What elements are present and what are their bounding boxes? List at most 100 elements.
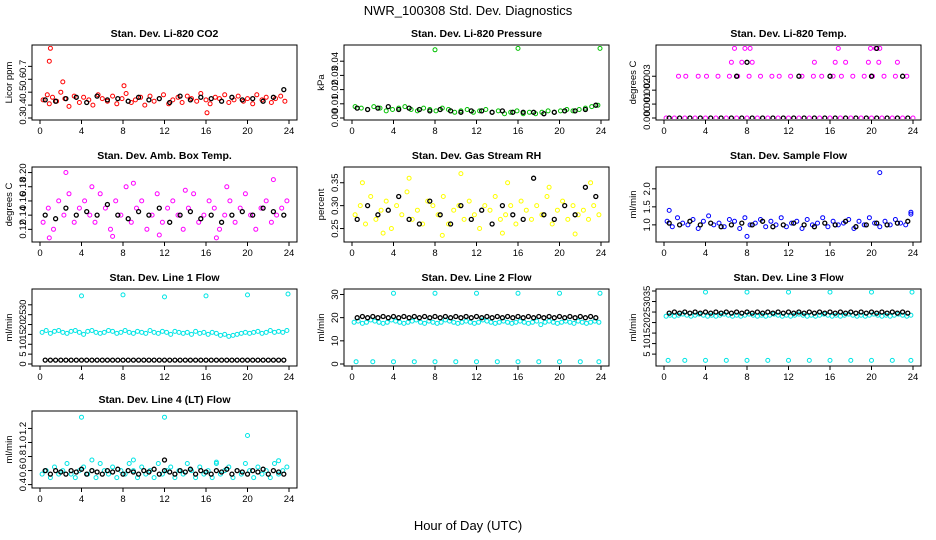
y-tick-label: 15 bbox=[642, 328, 653, 339]
hourly-mean-point bbox=[52, 357, 59, 363]
hourly-mean-point bbox=[146, 357, 152, 363]
data-point bbox=[368, 194, 374, 199]
x-tick-label: 12 bbox=[159, 126, 170, 137]
hourly-mean-point bbox=[73, 357, 79, 363]
data-point bbox=[113, 198, 119, 204]
data-point bbox=[421, 105, 427, 111]
hourly-mean-point bbox=[530, 109, 537, 115]
data-point bbox=[130, 180, 136, 186]
data-point bbox=[247, 330, 253, 336]
data-point bbox=[544, 194, 550, 199]
data-point bbox=[149, 212, 155, 218]
data-point bbox=[671, 313, 677, 319]
data-point bbox=[434, 320, 440, 326]
data-point bbox=[765, 115, 771, 119]
hourly-mean-point bbox=[203, 469, 209, 475]
hourly-mean-point bbox=[718, 115, 724, 119]
data-point bbox=[399, 212, 405, 218]
data-point bbox=[584, 320, 589, 326]
data-point bbox=[402, 104, 408, 110]
data-point bbox=[744, 233, 750, 239]
data-point bbox=[409, 216, 415, 222]
hourly-mean-point bbox=[442, 313, 449, 320]
data-point bbox=[359, 320, 365, 326]
hourly-mean-point bbox=[593, 315, 599, 321]
data-point bbox=[226, 333, 232, 339]
hourly-mean-point bbox=[739, 220, 745, 226]
data-point bbox=[509, 320, 515, 326]
hourly-mean-point bbox=[479, 207, 485, 213]
x-tick-label: 24 bbox=[284, 494, 295, 505]
y-tick-label: 0.01 bbox=[330, 95, 341, 114]
hourly-mean-point bbox=[120, 471, 126, 477]
data-point bbox=[159, 219, 165, 225]
hourly-mean-point bbox=[244, 357, 251, 363]
data-point bbox=[97, 330, 103, 336]
data-point bbox=[411, 359, 417, 365]
data-point bbox=[467, 319, 473, 325]
hourly-mean-point bbox=[218, 219, 225, 225]
hourly-mean-point bbox=[572, 212, 578, 218]
hourly-mean-point bbox=[905, 310, 911, 316]
data-point bbox=[887, 222, 893, 228]
hourly-mean-point bbox=[827, 73, 833, 79]
data-point bbox=[488, 319, 494, 325]
hourly-mean-point bbox=[270, 94, 277, 100]
data-point bbox=[71, 219, 77, 225]
data-point bbox=[352, 212, 358, 218]
hourly-mean-point bbox=[791, 115, 797, 119]
x-tick-label: 4 bbox=[79, 126, 84, 137]
data-point bbox=[746, 73, 752, 79]
data-point bbox=[358, 105, 364, 111]
x-tick-label: 24 bbox=[284, 248, 295, 259]
data-point bbox=[671, 115, 677, 119]
hourly-mean-point bbox=[68, 357, 74, 363]
data-point bbox=[737, 226, 743, 231]
hourly-mean-point bbox=[899, 309, 906, 315]
data-point bbox=[830, 73, 836, 79]
hourly-mean-point bbox=[749, 310, 755, 316]
data-point bbox=[128, 219, 134, 225]
data-point bbox=[459, 319, 465, 325]
hourly-mean-point bbox=[99, 471, 105, 477]
data-point bbox=[879, 115, 885, 119]
hourly-mean-point bbox=[73, 94, 79, 100]
hourly-mean-point bbox=[447, 108, 454, 114]
hourly-mean-point bbox=[827, 309, 833, 315]
data-point bbox=[682, 357, 688, 363]
data-point bbox=[765, 357, 771, 363]
data-point bbox=[432, 290, 438, 296]
y-tick-label: 30 bbox=[330, 289, 341, 300]
hourly-mean-point bbox=[775, 309, 781, 315]
data-point bbox=[371, 104, 377, 110]
data-point bbox=[704, 73, 709, 79]
data-point bbox=[692, 115, 698, 119]
data-point bbox=[380, 230, 386, 236]
data-point bbox=[430, 319, 436, 325]
hourly-mean-point bbox=[530, 175, 537, 181]
data-point bbox=[713, 313, 719, 319]
x-tick-label: 20 bbox=[866, 248, 877, 259]
data-point bbox=[861, 222, 867, 228]
data-point bbox=[476, 319, 482, 325]
hourly-mean-point bbox=[275, 357, 282, 363]
data-point bbox=[744, 290, 750, 295]
hourly-mean-point bbox=[151, 466, 157, 472]
data-point bbox=[572, 231, 578, 237]
data-point bbox=[758, 73, 763, 79]
hourly-mean-point bbox=[120, 357, 126, 363]
x-tick-label: 4 bbox=[391, 126, 396, 137]
hourly-mean-point bbox=[125, 216, 131, 222]
x-tick-label: 8 bbox=[432, 126, 437, 137]
data-point bbox=[843, 59, 849, 65]
data-point bbox=[373, 216, 379, 222]
data-point bbox=[72, 475, 78, 481]
hourly-mean-point bbox=[759, 115, 766, 119]
data-point bbox=[272, 461, 277, 466]
y-axis-label: ml/min bbox=[4, 314, 15, 342]
y-tick-label: 0.30 bbox=[330, 196, 341, 215]
hourly-mean-point bbox=[587, 313, 594, 320]
data-point bbox=[66, 103, 72, 109]
x-tick-label: 0 bbox=[661, 372, 666, 383]
